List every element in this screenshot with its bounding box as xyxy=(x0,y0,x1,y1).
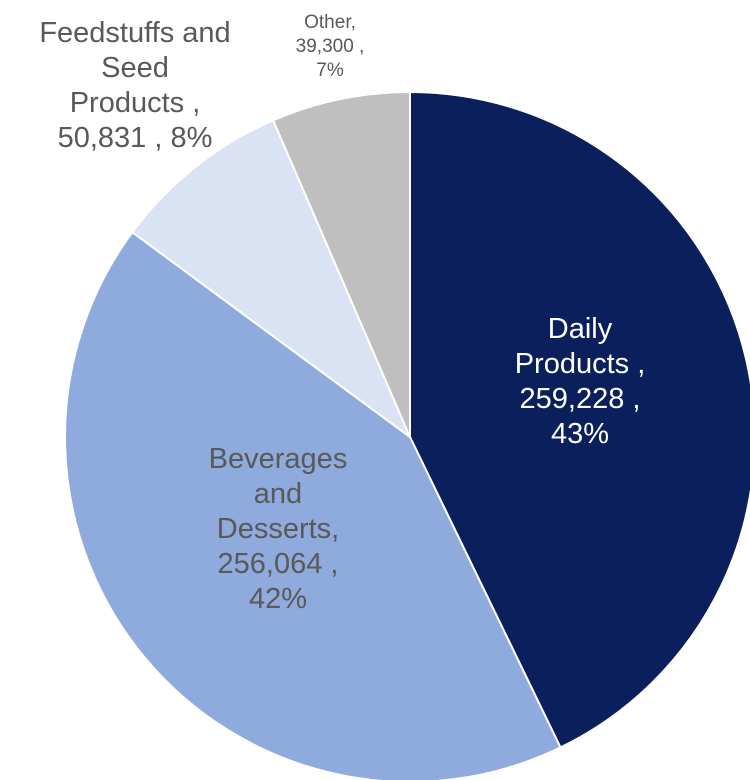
pie-slice-other xyxy=(271,90,411,438)
pie-slice-feedstuffs-and-seed-products xyxy=(130,118,413,441)
pie-slice-beverages-and-desserts xyxy=(64,230,562,780)
data-label-daily-products: Daily Products , 259,228 , 43% xyxy=(515,313,646,450)
data-label-beverages-and-desserts: Beverages and Desserts, 256,064 , 42% xyxy=(209,443,348,615)
pie-slice-daily-products xyxy=(409,90,750,749)
data-label-feedstuffs-and-seed-products: Feedstuffs and Seed Products , 50,831 , 8% xyxy=(39,17,230,154)
data-label-other: Other, 39,300 , 7% xyxy=(296,12,365,81)
